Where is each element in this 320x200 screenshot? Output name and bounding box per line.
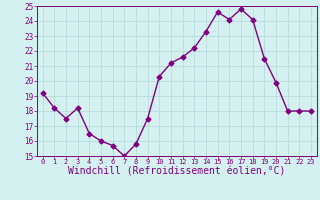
X-axis label: Windchill (Refroidissement éolien,°C): Windchill (Refroidissement éolien,°C) xyxy=(68,167,285,177)
